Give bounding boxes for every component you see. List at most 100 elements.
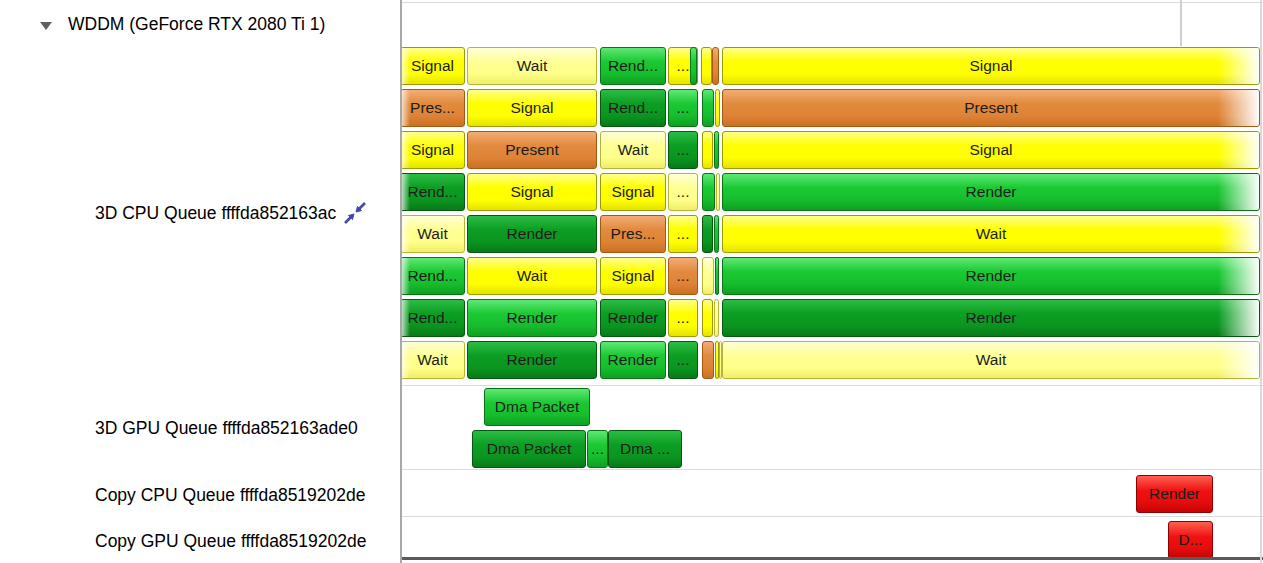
bar-label: Signal (608, 267, 657, 285)
timeline-bar-[interactable]: ... (668, 131, 698, 169)
bar-label: Render (963, 183, 1020, 201)
bar-label: Render (1146, 485, 1203, 503)
timeline-bar-render[interactable]: Render (467, 299, 597, 337)
bar-label: ... (674, 351, 693, 369)
timeline-area[interactable]: SignalWaitRend......SignalPres...SignalR… (400, 0, 1263, 563)
timeline-bar-rend[interactable]: Rend... (600, 47, 666, 85)
timeline-bar-dma-packet[interactable]: Dma Packet (484, 388, 590, 426)
timeline-bar-present[interactable]: Present (467, 131, 597, 169)
timeline-bar-d[interactable]: D... (1168, 521, 1213, 559)
timeline-bar-wait[interactable]: Wait (722, 215, 1260, 253)
timeline-bar-sliver[interactable] (715, 89, 720, 127)
timeline-bar-sliver[interactable] (712, 47, 719, 85)
timeline-bar-sliver[interactable] (702, 299, 713, 337)
timeline-bar-[interactable]: ... (668, 173, 698, 211)
timeline-bar-render[interactable]: Render (722, 299, 1260, 337)
timeline-bar-sliver[interactable] (714, 131, 719, 169)
timeline-bar-render[interactable]: Render (467, 341, 597, 379)
timeline-bar-sliver[interactable] (702, 131, 713, 169)
timeline-bar-wait[interactable]: Wait (467, 257, 597, 295)
timeline-bar-present[interactable]: Present (722, 89, 1260, 127)
timeline-bar-signal[interactable]: Signal (722, 47, 1260, 85)
timeline-bar-render[interactable]: Render (600, 299, 666, 337)
timeline-bar-[interactable]: ... (668, 257, 698, 295)
timeline-bar-pres[interactable]: Pres... (400, 89, 465, 127)
bar-label: ... (674, 99, 693, 117)
timeline-bar-dma[interactable]: Dma ... (608, 430, 682, 468)
timeline-bar-render[interactable]: Render (722, 173, 1260, 211)
queue-row-label-3d-cpu[interactable]: 3D CPU Queue ffffda852163ac (95, 202, 366, 224)
bar-label: Wait (973, 351, 1009, 369)
timeline-bar-sliver[interactable] (716, 173, 720, 211)
row-group-separator (402, 516, 1263, 517)
timeline-bar-rend[interactable]: Rend... (400, 299, 465, 337)
timeline-bar-signal[interactable]: Signal (600, 257, 666, 295)
timeline-bar-signal[interactable]: Signal (722, 131, 1260, 169)
timeline-bar-sliver[interactable] (702, 173, 715, 211)
timeline-bar-sliver[interactable] (702, 257, 714, 295)
panel-divider-line[interactable] (400, 0, 402, 563)
bar-label: Present (961, 99, 1020, 117)
timeline-bar-wait[interactable]: Wait (400, 215, 465, 253)
bar-label: Dma ... (617, 440, 673, 458)
timeline-bar-[interactable]: ... (668, 299, 698, 337)
timeline-bar-sliver[interactable] (701, 47, 712, 85)
timeline-bar-wait[interactable]: Wait (400, 341, 465, 379)
bar-label: Wait (414, 351, 450, 369)
timeline-bar-signal[interactable]: Signal (467, 89, 597, 127)
timeline-bar-[interactable]: ... (668, 215, 698, 253)
bar-label: ... (588, 440, 607, 458)
timeline-bar-pres[interactable]: Pres... (600, 215, 666, 253)
timeline-bar-rend[interactable]: Rend... (400, 173, 465, 211)
bar-label: Dma Packet (492, 398, 582, 416)
timeline-bar-wait[interactable]: Wait (467, 47, 597, 85)
queue-row-label-copy-gpu[interactable]: Copy GPU Queue ffffda8519202de (95, 530, 366, 552)
bar-label: Render (963, 267, 1020, 285)
bar-label: Render (504, 351, 561, 369)
gpuview-timeline-window: WDDM (GeForce RTX 2080 Ti 1) 3D CPU Queu… (0, 0, 1263, 563)
timeline-bar-signal[interactable]: Signal (467, 173, 597, 211)
timeline-bar-render[interactable]: Render (467, 215, 597, 253)
collapse-arrows-icon[interactable] (344, 202, 366, 224)
timeline-bar-wait[interactable]: Wait (722, 341, 1260, 379)
timeline-bar-sliver[interactable] (714, 299, 719, 337)
timeline-bar-[interactable]: ... (587, 430, 608, 468)
bar-label: Wait (615, 141, 651, 159)
timeline-bar-signal[interactable]: Signal (400, 131, 465, 169)
timeline-bar-rend[interactable]: Rend... (400, 257, 465, 295)
queue-row-label-3d-gpu[interactable]: 3D GPU Queue ffffda852163ade0 (95, 417, 358, 439)
timeline-bar-render[interactable]: Render (722, 257, 1260, 295)
timeline-bar-sliver[interactable] (702, 215, 713, 253)
device-group-header[interactable]: WDDM (GeForce RTX 2080 Ti 1) (40, 14, 325, 35)
bar-label: Wait (514, 267, 550, 285)
timeline-bar-rend[interactable]: Rend... (600, 89, 666, 127)
bar-label: ... (674, 183, 693, 201)
bar-label: Signal (608, 183, 657, 201)
timeline-bar-sliver[interactable] (690, 47, 697, 85)
timeline-bar-sliver[interactable] (702, 341, 714, 379)
timeline-bar-signal[interactable]: Signal (600, 173, 666, 211)
row-group-separator (402, 469, 1263, 470)
timeline-bar-render[interactable]: Render (600, 341, 666, 379)
bar-label: Pres... (407, 99, 458, 117)
timeline-bar-signal[interactable]: Signal (400, 47, 465, 85)
timeline-bar-sliver[interactable] (702, 89, 714, 127)
timeline-bar-[interactable]: ... (668, 89, 698, 127)
bar-label: Render (504, 225, 561, 243)
bar-label: Wait (973, 225, 1009, 243)
timeline-bar-render[interactable]: Render (1136, 475, 1213, 513)
device-group-title: WDDM (GeForce RTX 2080 Ti 1) (68, 14, 325, 35)
timeline-bar-dma-packet[interactable]: Dma Packet (472, 430, 586, 468)
bar-label: Render (605, 351, 662, 369)
timeline-bar-sliver[interactable] (714, 215, 719, 253)
queue-row-label-copy-cpu[interactable]: Copy CPU Queue ffffda8519202de (95, 484, 366, 506)
bar-label: Signal (966, 57, 1015, 75)
timeline-bar-sliver[interactable] (715, 257, 719, 295)
bar-label: Signal (408, 141, 457, 159)
timeline-bar-wait[interactable]: Wait (600, 131, 666, 169)
expander-triangle-icon[interactable] (40, 22, 52, 30)
timeline-bar-[interactable]: ... (668, 341, 698, 379)
bar-label: D... (1175, 531, 1205, 549)
bottom-border-line (400, 557, 1263, 560)
bar-label: Signal (507, 99, 556, 117)
